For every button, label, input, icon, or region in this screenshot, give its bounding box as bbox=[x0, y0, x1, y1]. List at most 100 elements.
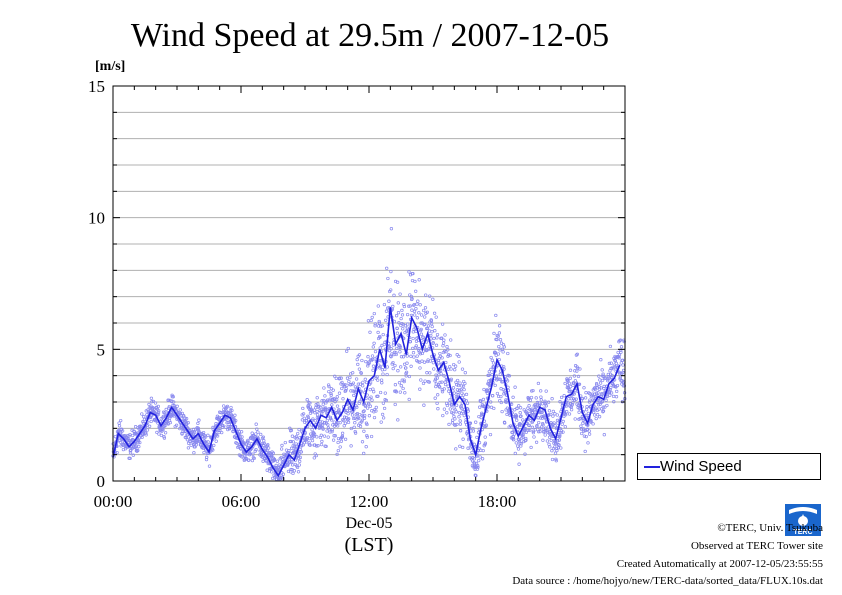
scatter-point bbox=[474, 420, 478, 424]
scatter-point bbox=[404, 370, 409, 374]
scatter-point bbox=[365, 422, 369, 427]
scatter-point bbox=[206, 433, 210, 437]
scatter-point bbox=[353, 431, 358, 435]
scatter-point bbox=[564, 413, 568, 417]
scatter-point bbox=[362, 451, 366, 456]
scatter-point bbox=[443, 382, 448, 387]
x-tick-label: 00:00 bbox=[94, 492, 133, 511]
scatter-point bbox=[408, 304, 412, 308]
scatter-point bbox=[457, 411, 462, 415]
scatter-point bbox=[440, 380, 444, 384]
scatter-point bbox=[351, 416, 356, 421]
scatter-point bbox=[357, 353, 362, 357]
scatter-point bbox=[452, 391, 456, 395]
scatter-point bbox=[573, 379, 578, 383]
scatter-point bbox=[461, 384, 466, 388]
scatter-point bbox=[140, 435, 144, 440]
footer-created: Created Automatically at 2007-12-05/23:5… bbox=[616, 558, 823, 570]
scatter-point bbox=[553, 451, 558, 455]
scatter-point bbox=[211, 425, 215, 430]
scatter-point bbox=[378, 390, 383, 395]
scatter-point bbox=[584, 391, 588, 395]
scatter-point bbox=[322, 398, 326, 403]
scatter-point bbox=[315, 435, 319, 439]
scatter-point bbox=[248, 451, 252, 456]
scatter-point bbox=[220, 430, 224, 435]
scatter-point bbox=[382, 302, 387, 307]
scatter-point bbox=[446, 348, 450, 352]
scatter-point bbox=[596, 403, 601, 407]
scatter-point bbox=[358, 382, 362, 386]
scatter-point bbox=[479, 399, 483, 404]
scatter-point bbox=[373, 324, 377, 328]
scatter-point bbox=[254, 448, 258, 452]
scatter-point bbox=[619, 345, 624, 349]
scatter-point bbox=[294, 444, 299, 448]
scatter-point bbox=[410, 297, 414, 301]
x-tick-label: 12:00 bbox=[350, 492, 389, 511]
scatter-point bbox=[491, 394, 495, 398]
scatter-point bbox=[372, 390, 376, 394]
scatter-point bbox=[391, 304, 395, 309]
scatter-point bbox=[524, 430, 528, 434]
scatter-point bbox=[270, 470, 274, 474]
scatter-point bbox=[346, 346, 350, 351]
scatter-point bbox=[372, 311, 376, 316]
scatter-point bbox=[153, 401, 158, 405]
scatter-point bbox=[474, 473, 478, 478]
scatter-point bbox=[338, 376, 342, 380]
scatter-point bbox=[481, 397, 486, 402]
scatter-point bbox=[363, 377, 367, 381]
scatter-point bbox=[331, 388, 335, 392]
scatter-point bbox=[600, 400, 605, 404]
scatter-point bbox=[340, 380, 344, 385]
scatter-point bbox=[456, 391, 460, 395]
scatter-point bbox=[149, 419, 153, 424]
scatter-point bbox=[478, 405, 482, 409]
scatter-point bbox=[370, 398, 374, 402]
scatter-point bbox=[472, 457, 477, 461]
scatter-point bbox=[525, 410, 529, 414]
scatter-point bbox=[483, 441, 488, 445]
scatter-point bbox=[381, 332, 385, 337]
scatter-point bbox=[337, 409, 341, 413]
scatter-point bbox=[312, 432, 317, 437]
scatter-point bbox=[523, 427, 528, 431]
scatter-point bbox=[342, 424, 346, 428]
scatter-point bbox=[389, 269, 393, 274]
scatter-point bbox=[492, 331, 496, 336]
scatter-point bbox=[300, 418, 305, 422]
scatter-point bbox=[360, 440, 365, 444]
scatter-point bbox=[316, 444, 320, 448]
scatter-point bbox=[484, 423, 488, 427]
scatter-point bbox=[604, 398, 608, 402]
scatter-point bbox=[585, 427, 590, 431]
scatter-point bbox=[154, 419, 158, 423]
scatter-point bbox=[396, 301, 400, 305]
scatter-point bbox=[455, 383, 459, 387]
scatter-point bbox=[275, 459, 280, 463]
scatter-point bbox=[380, 324, 384, 328]
scatter-point bbox=[572, 398, 577, 402]
scatter-point bbox=[519, 442, 523, 446]
scatter-point bbox=[302, 416, 306, 420]
scatter-point bbox=[427, 380, 431, 384]
scatter-point bbox=[597, 407, 601, 411]
scatter-point bbox=[531, 429, 535, 433]
scatter-point bbox=[118, 440, 123, 444]
scatter-point bbox=[550, 397, 554, 401]
scatter-point bbox=[188, 439, 192, 444]
scatter-point bbox=[381, 416, 386, 420]
scatter-point bbox=[299, 450, 303, 454]
scatter-point bbox=[497, 331, 502, 335]
scatter-point bbox=[172, 404, 176, 408]
scatter-point bbox=[317, 404, 321, 409]
scatter-point bbox=[444, 350, 448, 354]
scatter-point bbox=[493, 383, 497, 388]
scatter-point bbox=[147, 402, 151, 407]
scatter-point bbox=[415, 316, 420, 320]
scatter-point bbox=[585, 405, 589, 409]
scatter-point bbox=[408, 339, 413, 344]
scatter-point bbox=[462, 387, 466, 392]
scatter-point bbox=[351, 371, 355, 375]
